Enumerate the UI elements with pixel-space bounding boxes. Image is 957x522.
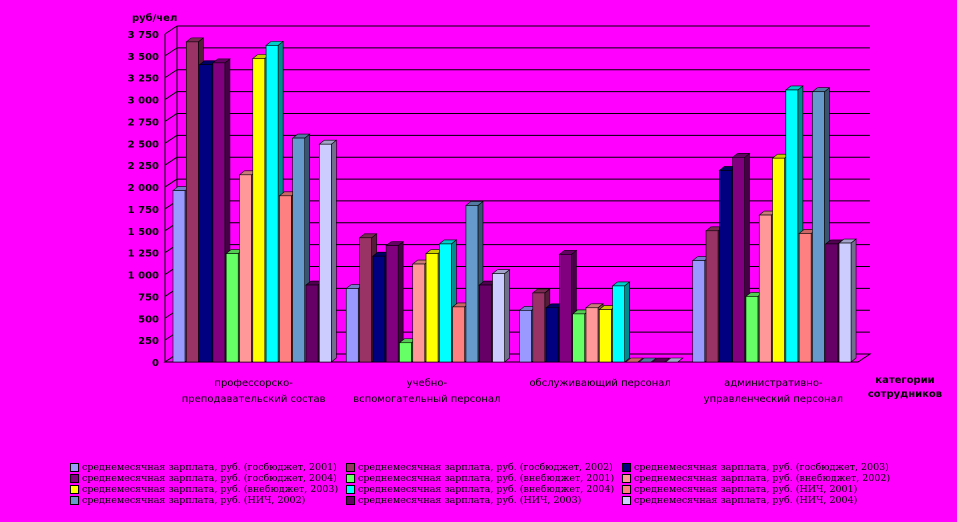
bar [638,357,658,363]
legend-swatch [346,485,355,494]
y-tick-label: 3 750 [128,30,159,41]
legend-label: среднемесячная зарплата, руб. (НИЧ, 2001… [634,484,858,495]
y-tick-label: 1 250 [128,249,159,260]
legend-item: среднемесячная зарплата, руб. (госбюджет… [622,462,900,473]
y-tick-label: 3 250 [128,74,159,85]
legend-label: среднемесячная зарплата, руб. (госбюджет… [82,462,337,473]
y-tick-label: 1 750 [128,205,159,216]
legend-swatch [622,485,631,494]
legend-label: среднемесячная зарплата, руб. (госбюджет… [358,462,613,473]
bar [491,269,511,363]
legend: среднемесячная зарплата, руб. (госбюджет… [70,462,900,506]
bar-chart: руб/чел 0 250 500 750 1 000 1 250 1 500 1 750 2 … [128,12,942,405]
y-tick-label: 2 000 [128,183,159,194]
legend-label: среднемесячная зарплата, руб. (НИЧ, 2004… [634,495,858,506]
y-tick-label: 750 [138,292,159,303]
legend-swatch [70,496,79,505]
legend-item: среднемесячная зарплата, руб. (госбюджет… [346,462,622,473]
bar [611,281,631,363]
legend-swatch [622,463,631,472]
legend-item: среднемесячная зарплата, руб. (внебюджет… [346,473,622,484]
legend-item: среднемесячная зарплата, руб. (внебюджет… [70,484,346,495]
bar [664,357,684,363]
legend-swatch [622,496,631,505]
legend-item: среднемесячная зарплата, руб. (внебюджет… [622,473,900,484]
bar [318,139,338,363]
legend-item: среднемесячная зарплата, руб. (НИЧ, 2004… [622,495,900,506]
y-tick-label: 2 250 [128,161,159,172]
x-category-label: обслуживающий персонал [529,378,670,389]
bar [838,238,857,363]
legend-item: среднемесячная зарплата, руб. (госбюджет… [70,462,346,473]
y-tick-label: 2 750 [128,117,159,128]
legend-label: среднемесячная зарплата, руб. (госбюджет… [634,462,889,473]
legend-label: среднемесячная зарплата, руб. (госбюджет… [82,473,337,484]
x-category-label: профессорско-преподавательский состав [182,378,326,405]
y-tick-label: 2 500 [128,139,159,150]
legend-item: среднемесячная зарплата, руб. (НИЧ, 2002… [70,495,346,506]
y-tick-label: 0 [152,358,159,369]
bar [531,288,551,363]
y-tick-label: 500 [138,314,159,325]
legend-item: среднемесячная зарплата, руб. (НИЧ, 2003… [346,495,622,506]
legend-label: среднемесячная зарплата, руб. (внебюджет… [634,473,891,484]
y-tick-label: 250 [138,336,159,347]
legend-swatch [346,474,355,483]
legend-swatch [346,496,355,505]
legend-swatch [622,474,631,483]
legend-swatch [346,463,355,472]
y-tick-label: 3 000 [128,96,159,107]
legend-item: среднемесячная зарплата, руб. (НИЧ, 2001… [622,484,900,495]
bar [385,241,405,363]
bars [172,37,857,363]
legend-item: среднемесячная зарплата, руб. (госбюджет… [70,473,346,484]
legend-label: среднемесячная зарплата, руб. (НИЧ, 2003… [358,495,582,506]
bar [625,357,644,363]
y-tick-label: 1 500 [128,227,159,238]
x-axis-categories: профессорско-преподавательский состав уче… [182,378,843,405]
legend-swatch [70,485,79,494]
bar [651,357,671,363]
legend-label: среднемесячная зарплата, руб. (внебюджет… [358,473,615,484]
legend-label: среднемесячная зарплата, руб. (внебюджет… [358,484,615,495]
legend-item: среднемесячная зарплата, руб. (внебюджет… [346,484,622,495]
x-category-label: учебно-вспомогательный персонал [353,378,500,405]
x-axis-label: категории сотрудников [868,375,942,400]
y-tick-label: 3 500 [128,52,159,63]
legend-swatch [70,474,79,483]
x-category-label: административно-управленческий персонал [704,378,843,405]
x-axis-title: категории сотрудников [868,375,942,400]
legend-label: среднемесячная зарплата, руб. (НИЧ, 2002… [82,495,306,506]
y-axis-label: руб/чел [132,12,177,24]
legend-label: среднемесячная зарплата, руб. (внебюджет… [82,484,339,495]
y-tick-label: 1 000 [128,271,159,282]
y-axis-ticks: 0 250 500 750 1 000 1 250 1 500 1 750 2 000 2 250… [128,30,159,369]
legend-swatch [70,463,79,472]
